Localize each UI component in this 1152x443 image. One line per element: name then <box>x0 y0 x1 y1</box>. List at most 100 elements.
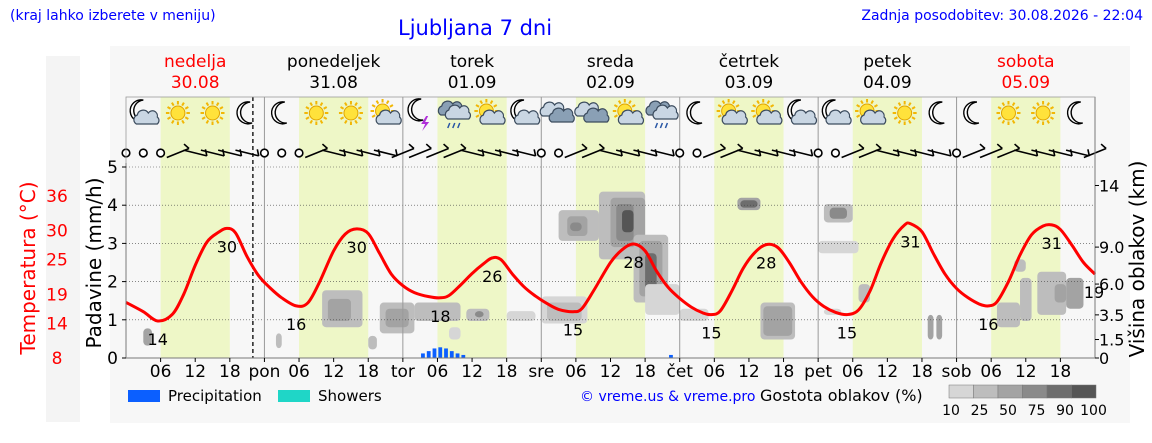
moon-icon <box>928 101 945 125</box>
wind-barb-icon <box>979 143 1003 159</box>
cloud-height-tick: 14 <box>1099 176 1119 195</box>
temperature-tick: 30 <box>46 222 68 242</box>
day-name: sreda <box>586 52 635 72</box>
precip-axis-title: Padavine (mm/h) <box>82 177 106 348</box>
wind-calm-icon <box>692 148 702 158</box>
wind-barb-icon <box>892 149 918 157</box>
wind-calm-icon <box>277 148 287 158</box>
time-tick: 12 <box>184 362 206 382</box>
cloud-cell <box>740 200 758 208</box>
temperature-tick: 25 <box>46 251 68 271</box>
wind-barb-icon <box>183 149 208 157</box>
sun-icon <box>165 101 190 125</box>
cloud-cell <box>474 311 484 318</box>
cloud-scale-swatch <box>1046 384 1072 399</box>
wind-barb-icon <box>1013 149 1039 157</box>
moon-icon <box>270 101 287 125</box>
temperature-label: 28 <box>623 253 643 272</box>
cloud-scale-label: 10 <box>942 403 960 419</box>
time-tick: 06 <box>288 362 310 382</box>
cloud-scale-swatch <box>948 384 974 399</box>
time-tick: 18 <box>1050 362 1072 382</box>
precip-tick: 3 <box>107 234 118 254</box>
sun-icon <box>338 101 363 125</box>
day-name: petek <box>863 52 912 72</box>
cloud-cell <box>385 308 409 328</box>
precipitation-bar <box>455 353 460 358</box>
cloud-cell <box>1066 277 1084 309</box>
cloud-scale-label: 100 <box>1080 403 1107 419</box>
day-date: 03.09 <box>724 73 774 93</box>
precipitation-bar <box>438 347 443 358</box>
precip-tick: 4 <box>107 196 118 216</box>
wind-barb-icon <box>1048 149 1073 157</box>
cloud-height-tick: 9.0 <box>1099 238 1124 257</box>
time-tick: sre <box>528 362 554 382</box>
sun-icon <box>1031 101 1056 125</box>
cloud-scale-label: 75 <box>1028 403 1046 419</box>
time-tick: pon <box>248 362 280 382</box>
precipitation-bar <box>432 348 437 358</box>
copyright: © vreme.us & vreme.pro <box>580 389 755 405</box>
wind-barb-icon <box>477 149 502 157</box>
wind-barb-icon <box>910 149 935 157</box>
temperature-tick: 8 <box>52 349 63 369</box>
cloud-height-axis-title: Višina oblakov (km) <box>1125 161 1149 358</box>
time-tick: 12 <box>1015 362 1037 382</box>
cloud-height-tick: 3.5 <box>1099 306 1124 325</box>
temperature-label: 31 <box>900 233 920 252</box>
wind-barb-icon <box>460 149 485 157</box>
cloud-cell <box>818 240 859 254</box>
precipitation-legend-label: Precipitation <box>168 387 262 405</box>
cloud-height-tick: 6.0 <box>1099 275 1124 294</box>
time-tick: 06 <box>980 362 1002 382</box>
temperature-label: 28 <box>756 254 776 273</box>
wind-calm-icon <box>294 148 304 158</box>
temperature-label: 15 <box>701 324 721 343</box>
precip-tick: 2 <box>107 273 118 293</box>
region-hint: (kraj lahko izberete v meniju) <box>10 8 216 24</box>
wind-barb-icon <box>217 149 243 157</box>
precipitation-bar <box>444 348 448 358</box>
wind-barb-icon <box>737 149 762 157</box>
moon-icon <box>236 101 253 125</box>
temperature-tick: 14 <box>46 314 68 334</box>
time-tick: 12 <box>461 362 483 382</box>
cloud-cell <box>936 314 943 340</box>
moon-icon <box>963 101 980 125</box>
cloud-rain-icon <box>645 100 679 129</box>
moon-cloud-icon <box>510 99 541 125</box>
temperature-axis-title: Temperatura (°C) <box>16 181 40 355</box>
time-tick: 18 <box>357 362 379 382</box>
temperature-label: 26 <box>482 267 502 286</box>
cloud-height-tick: 0 <box>1099 349 1109 368</box>
time-tick: tor <box>391 362 415 382</box>
wind-calm-icon <box>536 148 546 158</box>
cloud-scale-swatch <box>997 384 1023 399</box>
time-tick: 12 <box>600 362 622 382</box>
temperature-label: 30 <box>347 238 367 257</box>
cloud-cell <box>996 302 1021 328</box>
showers-swatch <box>278 390 310 402</box>
page-title: Ljubljana 7 dni <box>398 16 553 40</box>
temperature-label: 19 <box>1084 283 1104 302</box>
sun-icon <box>892 101 917 125</box>
day-name: torek <box>450 52 495 72</box>
wind-barb-icon <box>754 149 779 157</box>
day-name: ponedeljek <box>286 52 381 72</box>
wind-barb-icon <box>789 149 814 157</box>
sun-cloud-icon <box>751 99 783 125</box>
cloud-cell <box>570 222 582 232</box>
wind-barb-icon <box>321 149 347 157</box>
day-name: nedelja <box>164 52 227 72</box>
cloud-cell <box>829 207 847 219</box>
cloud-cell <box>414 302 461 322</box>
cloud-scale-label: 50 <box>999 403 1017 419</box>
wind-barb-icon <box>408 143 432 159</box>
precipitation-bar <box>421 353 425 358</box>
cloud-cell <box>1037 271 1067 315</box>
temperature-tick: 19 <box>46 285 68 305</box>
wind-barb-icon <box>426 143 450 159</box>
precip-tick: 0 <box>107 349 118 369</box>
cloud-scale-swatch <box>1022 384 1048 399</box>
